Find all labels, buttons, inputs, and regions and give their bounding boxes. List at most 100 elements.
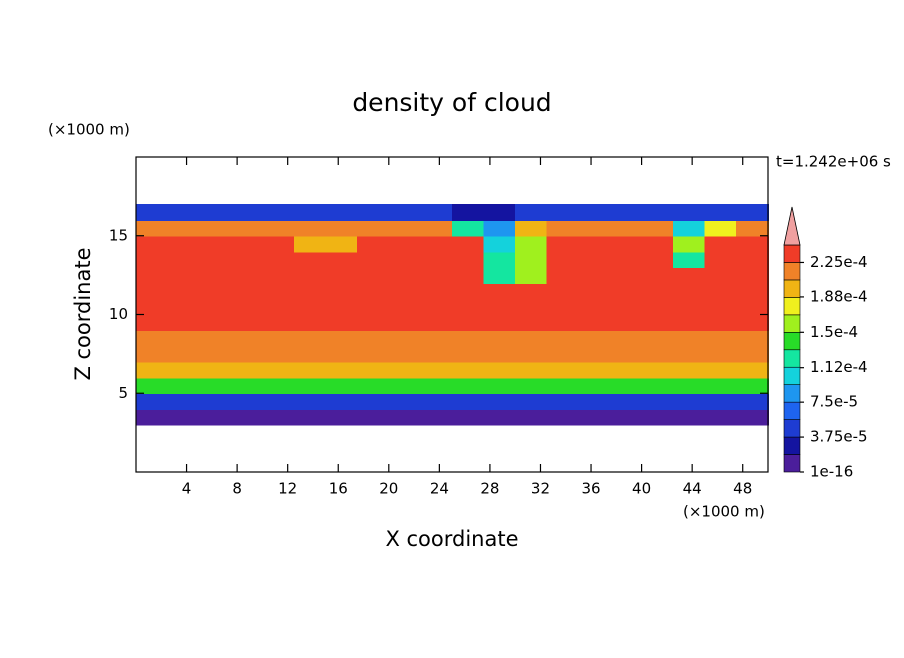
cell (578, 235, 611, 253)
chart-title: density of cloud (352, 88, 551, 117)
cell (420, 298, 453, 316)
cell (704, 204, 738, 221)
x-tick-label: 44 (683, 480, 702, 498)
cell (420, 314, 453, 331)
cell (230, 219, 264, 237)
cell (736, 377, 769, 394)
colorbar-label: 1.88e-4 (810, 287, 868, 305)
cell (736, 219, 769, 237)
cell (420, 282, 453, 300)
cell (578, 330, 611, 347)
cell (230, 393, 264, 410)
cell (293, 219, 327, 237)
cell (451, 345, 485, 363)
colorbar-label: 1.5e-4 (810, 323, 858, 341)
cell (578, 361, 611, 379)
cell (167, 204, 200, 221)
x-tick-label: 4 (182, 480, 192, 498)
cell (546, 314, 580, 331)
cell (483, 267, 516, 284)
cell (356, 314, 390, 331)
cell (704, 393, 738, 410)
cell (546, 235, 580, 253)
cell (420, 408, 453, 426)
cell (198, 361, 232, 379)
cell (325, 330, 358, 347)
cell (514, 219, 548, 237)
cell (451, 219, 485, 237)
cell (420, 235, 453, 253)
cell (262, 345, 295, 363)
cell (325, 219, 358, 237)
cell (514, 282, 548, 300)
cell (262, 282, 295, 300)
cell (198, 298, 232, 316)
cell (262, 251, 295, 268)
cell (451, 251, 485, 268)
cell (167, 377, 200, 394)
cell (198, 345, 232, 363)
cell (167, 251, 200, 268)
cell (325, 251, 358, 268)
cell (641, 393, 674, 410)
cell (230, 377, 264, 394)
cell (356, 330, 390, 347)
cell (293, 298, 327, 316)
cell (230, 408, 264, 426)
cell (736, 361, 769, 379)
x-tick-label: 40 (632, 480, 651, 498)
cell (262, 298, 295, 316)
cell (609, 361, 643, 379)
cell (230, 251, 264, 268)
cell (451, 393, 485, 410)
colorbar-band (783, 349, 801, 368)
cell (609, 330, 643, 347)
cell (420, 377, 453, 394)
cell (736, 204, 769, 221)
cell (672, 298, 706, 316)
cell (546, 267, 580, 284)
cell (514, 251, 548, 268)
cell (198, 377, 232, 394)
cell (135, 377, 169, 394)
cell (262, 204, 295, 221)
y-tick-label: 15 (109, 226, 128, 244)
colorbar-label: 2.25e-4 (810, 253, 868, 271)
cell (135, 267, 169, 284)
cell (356, 408, 390, 426)
colorbar-band (783, 314, 801, 333)
cell (609, 377, 643, 394)
cell (230, 235, 264, 253)
x-axis-label: X coordinate (385, 527, 518, 551)
cell (388, 345, 422, 363)
cell (704, 298, 738, 316)
cell (641, 298, 674, 316)
cell (325, 377, 358, 394)
cell (262, 219, 295, 237)
cell (420, 345, 453, 363)
cell (230, 314, 264, 331)
cell (546, 204, 580, 221)
cell (293, 377, 327, 394)
cell (198, 393, 232, 410)
cell (388, 219, 422, 237)
cell (641, 408, 674, 426)
cell (198, 204, 232, 221)
cell (704, 330, 738, 347)
cell (167, 393, 200, 410)
cell (451, 204, 485, 221)
cell (672, 345, 706, 363)
cell (514, 361, 548, 379)
cell (262, 408, 295, 426)
cell (388, 330, 422, 347)
cell (420, 219, 453, 237)
cell (135, 361, 169, 379)
x-tick-label: 20 (379, 480, 398, 498)
cell (578, 251, 611, 268)
cell (672, 282, 706, 300)
cell (704, 314, 738, 331)
cell (451, 330, 485, 347)
cell (293, 314, 327, 331)
cell (672, 235, 706, 253)
cell (609, 282, 643, 300)
